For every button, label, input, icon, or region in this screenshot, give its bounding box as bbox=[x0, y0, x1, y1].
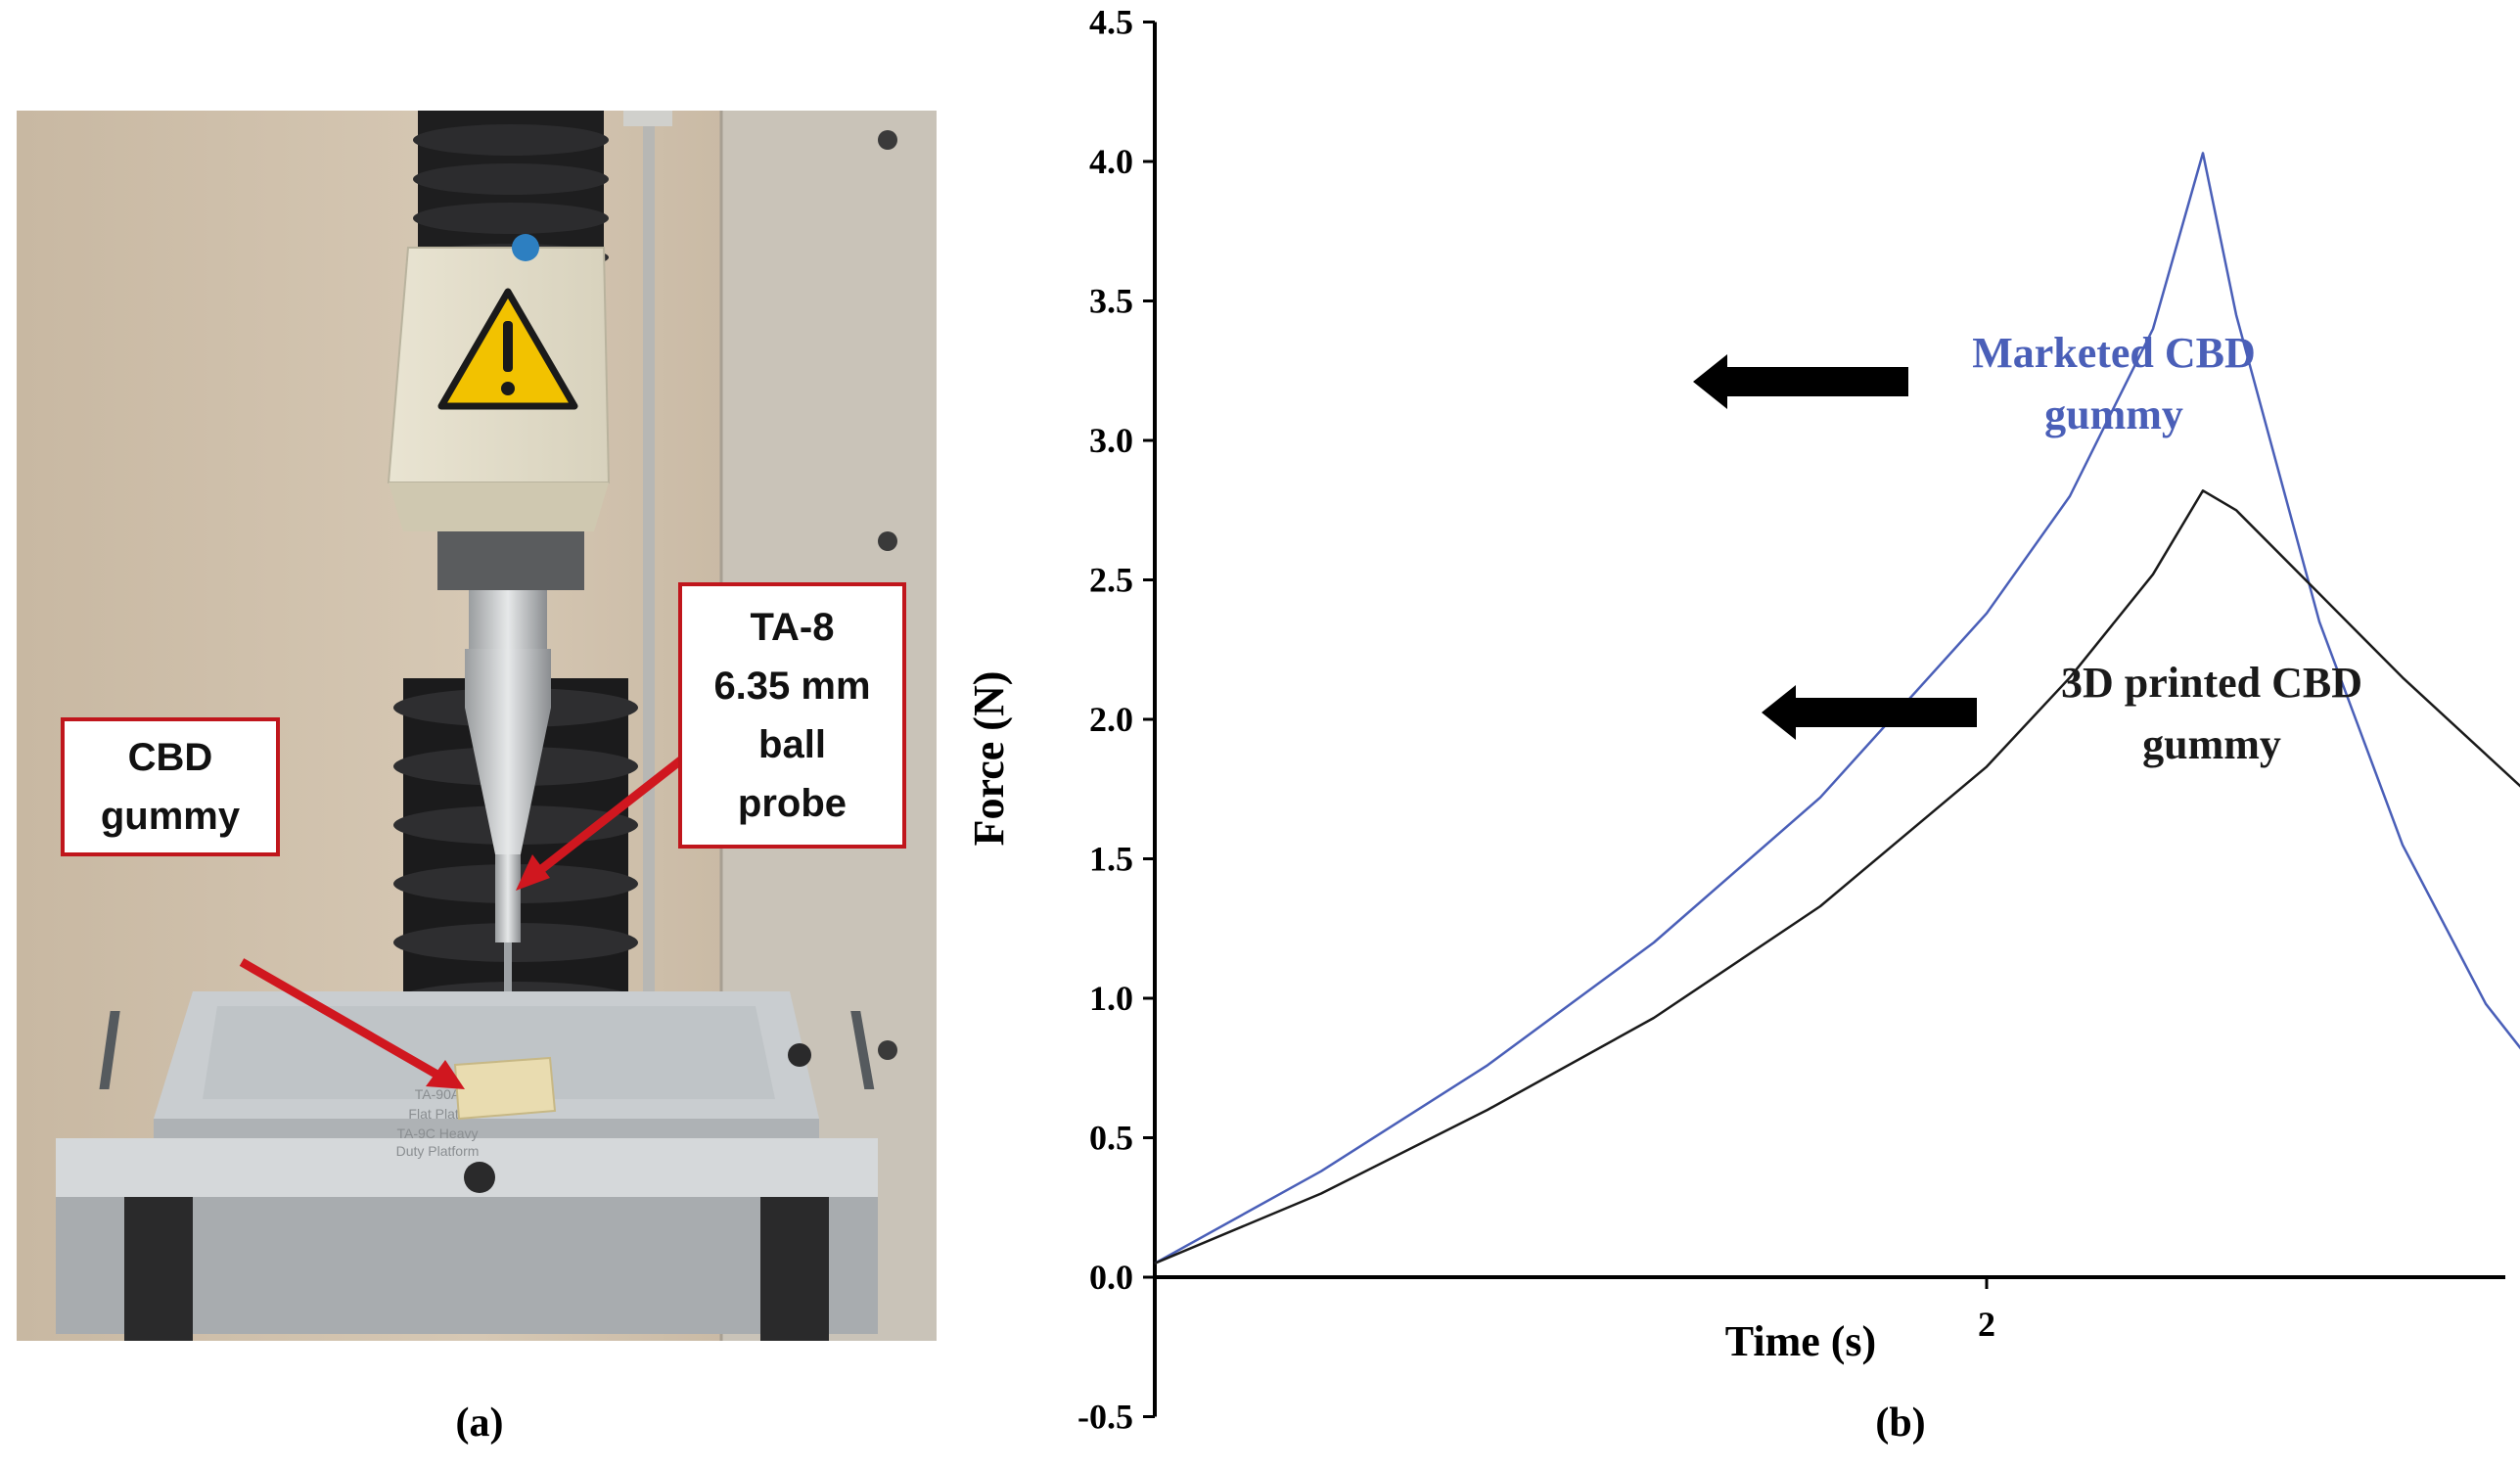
y-tick-label: 2.0 bbox=[1089, 700, 1133, 739]
annotation-arrow-head bbox=[1693, 354, 1727, 409]
y-tick-label: 3.0 bbox=[1089, 421, 1133, 460]
warning-icon bbox=[437, 288, 578, 410]
series-label: gummy bbox=[2142, 720, 2281, 768]
y-tick-label: 1.5 bbox=[1089, 840, 1133, 879]
x-tick-label: 2 bbox=[1978, 1305, 1995, 1344]
y-tick-label: 0.0 bbox=[1089, 1258, 1133, 1297]
y-tick-label: 4.5 bbox=[1089, 3, 1133, 42]
callout-arrows bbox=[239, 748, 695, 1089]
annotation-arrow-shaft bbox=[1722, 367, 1908, 396]
y-tick-label: 3.5 bbox=[1089, 282, 1133, 321]
annotation-arrow-shaft bbox=[1791, 698, 1977, 727]
panel-b-caption: (b) bbox=[1875, 1401, 1926, 1446]
test-platform: TA-90A Flat Plate TA-9C Heavy Duty Platf… bbox=[56, 991, 878, 1341]
svg-text:Flat Plate: Flat Plate bbox=[408, 1106, 466, 1122]
series-line-marketed bbox=[1154, 152, 2520, 1264]
annotation-arrow-head bbox=[1762, 685, 1796, 740]
cbd-gummy-sample bbox=[453, 1056, 557, 1121]
series-label: Marketed CBD bbox=[1972, 329, 2256, 377]
callout-cbd-gummy: CBD gummy bbox=[61, 717, 280, 856]
callout-cbd-gummy-text: CBD gummy bbox=[100, 736, 241, 838]
load-cell-head bbox=[387, 234, 611, 590]
svg-text:Duty Platform: Duty Platform bbox=[396, 1143, 480, 1159]
y-axis-title: Force (N) bbox=[965, 671, 1013, 847]
y-tick-label: -0.5 bbox=[1077, 1398, 1133, 1437]
series-line-printed bbox=[1154, 489, 2520, 1264]
callout-ball-probe-text: TA-8 6.35 mm ball probe bbox=[713, 606, 871, 825]
svg-text:TA-9C Heavy: TA-9C Heavy bbox=[397, 1125, 479, 1141]
panel-a-caption: (a) bbox=[455, 1401, 504, 1446]
y-tick-label: 1.0 bbox=[1089, 979, 1133, 1018]
x-axis-title: Time (s) bbox=[1725, 1317, 1876, 1365]
y-tick-label: 4.0 bbox=[1089, 142, 1133, 181]
y-tick-label: 0.5 bbox=[1089, 1119, 1133, 1158]
svg-text:TA-90A: TA-90A bbox=[415, 1086, 461, 1102]
series-label: gummy bbox=[2044, 390, 2183, 438]
callout-ball-probe: TA-8 6.35 mm ball probe bbox=[678, 582, 906, 849]
series-label: 3D printed CBD bbox=[2061, 659, 2362, 707]
y-tick-label: 2.5 bbox=[1089, 561, 1133, 600]
